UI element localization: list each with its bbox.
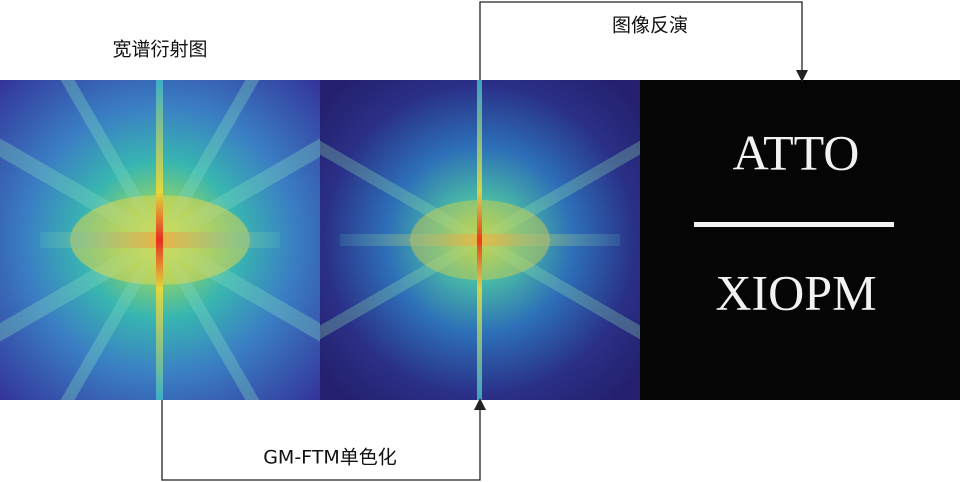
reconstruction: ATTO XIOPM (640, 80, 960, 400)
arrowhead (474, 398, 486, 410)
arrow (161, 400, 481, 481)
recon-text: ATTO (733, 124, 860, 180)
label: GM-FTM单色化 (263, 447, 397, 469)
arrowhead (796, 70, 808, 82)
arrow (479, 1, 803, 80)
label: 图像反演 (612, 15, 688, 37)
recon-text: XIOPM (715, 264, 876, 320)
broadband-pattern (0, 80, 320, 400)
label: 宽谱衍射图 (112, 39, 207, 61)
monochromatized-pattern (320, 80, 640, 400)
